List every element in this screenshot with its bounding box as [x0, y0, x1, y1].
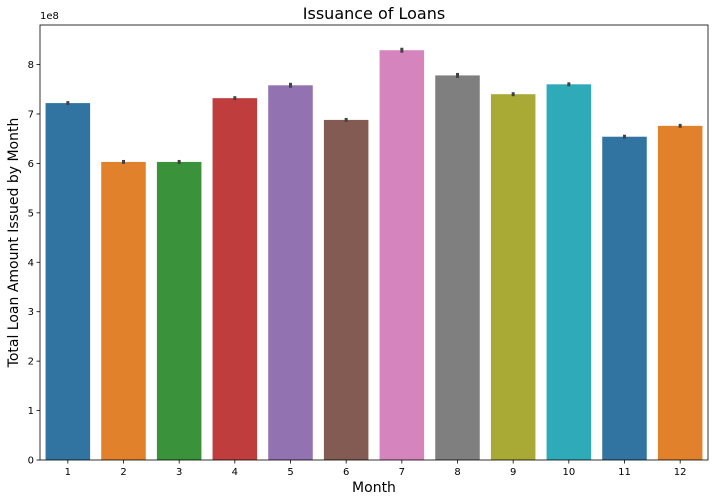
bar-month-5 [268, 85, 313, 460]
y-axis-label: Total Loan Amount Issued by Month [6, 118, 22, 369]
x-tick-label: 3 [176, 467, 182, 478]
bar-month-3 [156, 161, 202, 460]
x-axis-label: Month [352, 480, 396, 496]
x-tick-label: 4 [232, 467, 238, 478]
bars-layer [45, 50, 703, 461]
y-tick-label: 8 [28, 60, 34, 71]
x-tick-label: 5 [287, 467, 293, 478]
bar-month-4 [212, 98, 258, 460]
bar-month-7 [379, 50, 425, 460]
y-ticks: 0 1 2 3 4 5 6 7 8 [28, 60, 40, 467]
y-tick-label: 3 [28, 307, 34, 318]
bar-month-11 [602, 136, 647, 460]
y-tick-label: 4 [28, 258, 34, 269]
y-tick-label: 6 [28, 159, 34, 170]
y-tick-label: 1 [28, 406, 34, 417]
x-tick-label: 11 [618, 467, 631, 478]
x-tick-label: 7 [399, 467, 405, 478]
bar-month-6 [323, 119, 369, 460]
y-tick-label: 5 [28, 208, 34, 219]
bar-month-1 [45, 103, 91, 461]
bar-month-12 [657, 125, 703, 460]
bar-month-10 [546, 84, 592, 461]
chart-title: Issuance of Loans [303, 4, 445, 23]
x-tick-label: 9 [510, 467, 516, 478]
x-tick-label: 6 [343, 467, 349, 478]
x-tick-label: 1 [65, 467, 71, 478]
x-tick-label: 8 [454, 467, 460, 478]
plot-frame [39, 24, 709, 461]
x-tick-label: 2 [120, 467, 126, 478]
y-tick-label: 0 [28, 456, 34, 467]
x-tick-label: 10 [562, 467, 575, 478]
bar-month-9 [490, 94, 536, 461]
y-offset-label: 1e8 [40, 11, 59, 22]
x-ticks: 1 2 3 4 5 6 7 8 9 10 11 12 [65, 460, 687, 478]
x-tick-label: 12 [674, 467, 687, 478]
y-tick-label: 2 [28, 357, 34, 368]
bar-month-2 [101, 161, 146, 460]
error-bars-layer [66, 47, 682, 164]
y-tick-label: 7 [28, 109, 34, 120]
bar-month-8 [435, 75, 480, 460]
